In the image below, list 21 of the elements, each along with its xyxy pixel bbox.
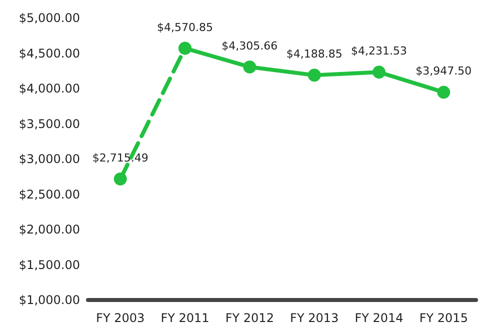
data-label: $4,570.85 — [157, 20, 213, 34]
x-tick-label: FY 2014 — [354, 311, 404, 325]
data-label: $3,947.50 — [416, 64, 472, 78]
y-tick-label: $4,000.00 — [18, 82, 80, 96]
data-label: $2,715.49 — [92, 152, 148, 165]
y-tick-label: $3,000.00 — [18, 152, 80, 166]
x-tick-label: FY 2012 — [225, 311, 274, 325]
x-tick-label: FY 2015 — [419, 311, 468, 325]
x-tick-label: FY 2011 — [160, 311, 210, 325]
y-tick-label: $2,500.00 — [18, 187, 80, 202]
y-tick-label: $1,500.00 — [18, 258, 80, 272]
data-label: $4,305.66 — [222, 39, 278, 52]
y-tick-label: $5,000.00 — [18, 11, 80, 25]
data-label: $4,231.53 — [351, 44, 407, 58]
y-tick-label: $4,500.00 — [18, 46, 80, 60]
data-label: $4,188.85 — [286, 48, 342, 61]
x-tick-label: FY 2013 — [290, 311, 339, 325]
x-tick-label: FY 2003 — [96, 311, 145, 325]
y-tick-label: $3,500.00 — [18, 116, 80, 131]
y-tick-label: $1,000.00 — [18, 293, 80, 307]
y-tick-label: $2,000.00 — [18, 222, 80, 236]
